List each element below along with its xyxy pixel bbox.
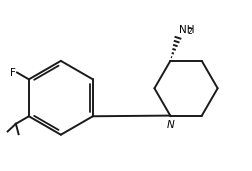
Text: F: F (10, 68, 16, 77)
Text: 2: 2 (186, 27, 191, 36)
Text: N: N (166, 120, 173, 130)
Text: NH: NH (178, 25, 194, 35)
